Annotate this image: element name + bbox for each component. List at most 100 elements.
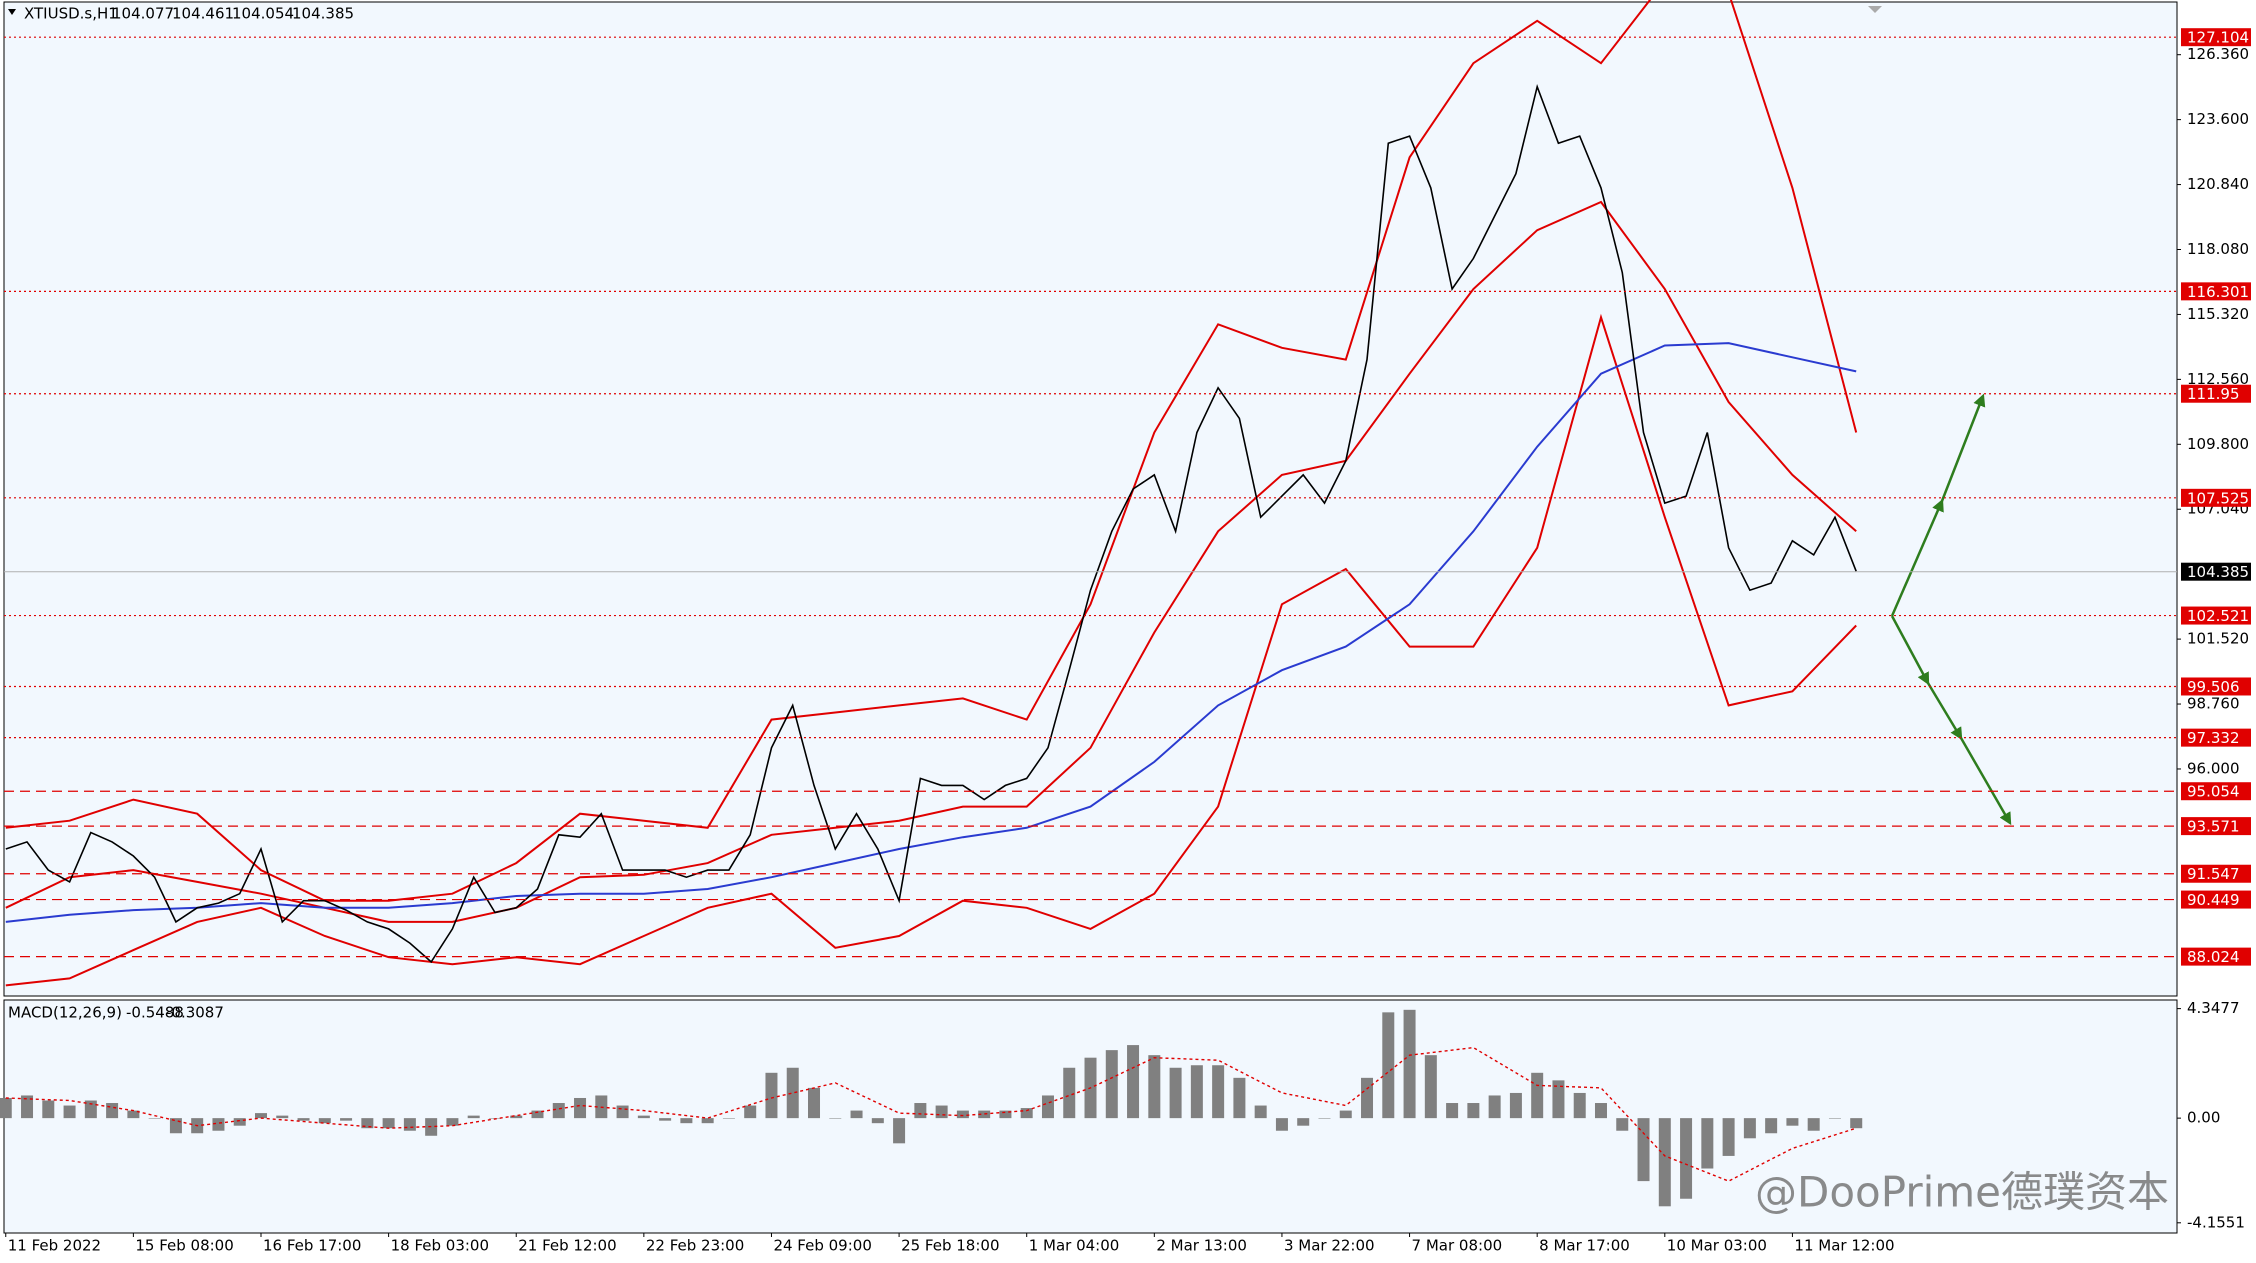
macd-bar bbox=[1148, 1055, 1161, 1119]
close: 104.385 bbox=[292, 5, 354, 23]
level-label: 97.332 bbox=[2187, 729, 2240, 747]
macd-bar bbox=[1233, 1077, 1246, 1119]
x-tick-label: 21 Feb 12:00 bbox=[518, 1237, 616, 1255]
level-label: 91.547 bbox=[2187, 865, 2240, 883]
macd-bar bbox=[1786, 1118, 1799, 1126]
macd-bar bbox=[1127, 1045, 1140, 1119]
macd-bar bbox=[574, 1097, 587, 1119]
current-price-box bbox=[2181, 562, 2251, 581]
macd-bar bbox=[212, 1118, 225, 1131]
macd-bar bbox=[1424, 1055, 1437, 1119]
macd-bar bbox=[1637, 1118, 1650, 1182]
macd-bar bbox=[914, 1103, 927, 1119]
macd-bar bbox=[978, 1110, 991, 1119]
level-label-box bbox=[2181, 782, 2251, 801]
y-tick-label: 4.3477 bbox=[2187, 999, 2240, 1017]
arrow bbox=[1890, 615, 1930, 686]
macd-bar bbox=[1828, 1118, 1841, 1119]
x-tick-label: 24 Feb 09:00 bbox=[773, 1237, 871, 1255]
macd-bar bbox=[1743, 1118, 1756, 1139]
macd-bar bbox=[169, 1118, 182, 1134]
macd-bar bbox=[1616, 1118, 1629, 1131]
x-tick-label: 16 Feb 17:00 bbox=[263, 1237, 361, 1255]
x-tick-label: 11 Feb 2022 bbox=[8, 1237, 101, 1255]
macd-bar bbox=[340, 1118, 353, 1121]
level-label-box bbox=[2181, 864, 2251, 883]
level-label-box bbox=[2181, 28, 2251, 47]
macd-bar bbox=[659, 1118, 672, 1121]
x-tick-label: 1 Mar 04:00 bbox=[1029, 1237, 1120, 1255]
symbol: XTIUSD.s,H1 bbox=[24, 5, 118, 23]
macd-name: MACD(12,26,9) bbox=[8, 1004, 122, 1022]
level-label: 107.525 bbox=[2187, 489, 2249, 507]
macd-bar bbox=[829, 1118, 842, 1119]
macd-bar bbox=[127, 1110, 140, 1119]
y-tick-label: -4.1551 bbox=[2187, 1213, 2245, 1231]
current-price-label: 104.385 bbox=[2187, 563, 2249, 581]
macd-bar bbox=[1531, 1072, 1544, 1119]
signal-value: -0.3087 bbox=[166, 1004, 224, 1022]
arrow bbox=[1959, 737, 2012, 826]
macd-bar bbox=[1382, 1012, 1395, 1119]
level-label-box bbox=[2181, 947, 2251, 966]
macd-bar bbox=[871, 1118, 884, 1124]
band-line bbox=[5, 200, 1857, 923]
macd-bar bbox=[1297, 1118, 1310, 1126]
band-line bbox=[5, 313, 1857, 987]
arrow bbox=[1940, 393, 1986, 502]
macd-bar bbox=[510, 1115, 523, 1119]
x-tick-label: 2 Mar 13:00 bbox=[1156, 1237, 1247, 1255]
x-tick-label: 7 Mar 08:00 bbox=[1412, 1237, 1503, 1255]
high: 104.461 bbox=[172, 5, 234, 23]
y-tick-label: 123.600 bbox=[2187, 110, 2249, 128]
macd-plot bbox=[0, 1009, 1863, 1207]
scroll-marker bbox=[1868, 6, 1882, 13]
macd-bar bbox=[616, 1105, 629, 1119]
y-tick-label: 112.560 bbox=[2187, 370, 2249, 388]
macd-bar bbox=[446, 1118, 459, 1126]
band-line bbox=[5, 342, 1857, 923]
macd-bar bbox=[935, 1105, 948, 1119]
macd-bar bbox=[1169, 1067, 1182, 1119]
macd-bar bbox=[106, 1103, 119, 1119]
macd-bar bbox=[1041, 1095, 1054, 1119]
x-tick-label: 8 Mar 17:00 bbox=[1539, 1237, 1630, 1255]
level-label-box bbox=[2181, 677, 2251, 696]
level-label-box bbox=[2181, 890, 2251, 909]
level-label: 102.521 bbox=[2187, 607, 2249, 625]
macd-bar bbox=[148, 1118, 161, 1119]
level-label: 88.024 bbox=[2187, 948, 2240, 966]
watermark: @DooPrime德璞资本 bbox=[1755, 1168, 2169, 1217]
macd-bar bbox=[1446, 1103, 1459, 1119]
macd-bar bbox=[1339, 1110, 1352, 1119]
main-panel bbox=[3, 1, 2178, 997]
macd-bar bbox=[765, 1072, 778, 1119]
macd-bar bbox=[744, 1105, 757, 1119]
arrow bbox=[1926, 682, 1963, 741]
macd-bar bbox=[1488, 1095, 1501, 1119]
macd-bar bbox=[680, 1118, 693, 1124]
macd-bar bbox=[1275, 1118, 1288, 1131]
macd-bar bbox=[1807, 1118, 1820, 1131]
macd-bar bbox=[297, 1118, 310, 1121]
macd-bar bbox=[1212, 1065, 1225, 1119]
level-label-box bbox=[2181, 488, 2251, 507]
y-tick-label: 115.320 bbox=[2187, 305, 2249, 323]
x-tick-label: 3 Mar 22:00 bbox=[1284, 1237, 1375, 1255]
level-label: 99.506 bbox=[2187, 678, 2240, 696]
x-tick-label: 11 Mar 12:00 bbox=[1794, 1237, 1894, 1255]
macd-bar bbox=[552, 1103, 565, 1119]
macd-bar bbox=[1658, 1118, 1671, 1207]
x-tick-label: 15 Feb 08:00 bbox=[135, 1237, 233, 1255]
macd-bar bbox=[63, 1105, 76, 1119]
price-line bbox=[5, 83, 1857, 964]
forecast-arrows bbox=[1890, 393, 2012, 826]
macd-bar bbox=[1318, 1118, 1331, 1119]
y-tick-label: 101.520 bbox=[2187, 630, 2249, 648]
menu-arrow[interactable] bbox=[8, 9, 16, 15]
macd-bar bbox=[318, 1118, 331, 1124]
macd-bar bbox=[808, 1087, 821, 1119]
y-tick-label: 0.00 bbox=[2187, 1109, 2220, 1127]
signal-line bbox=[5, 1046, 1857, 1182]
